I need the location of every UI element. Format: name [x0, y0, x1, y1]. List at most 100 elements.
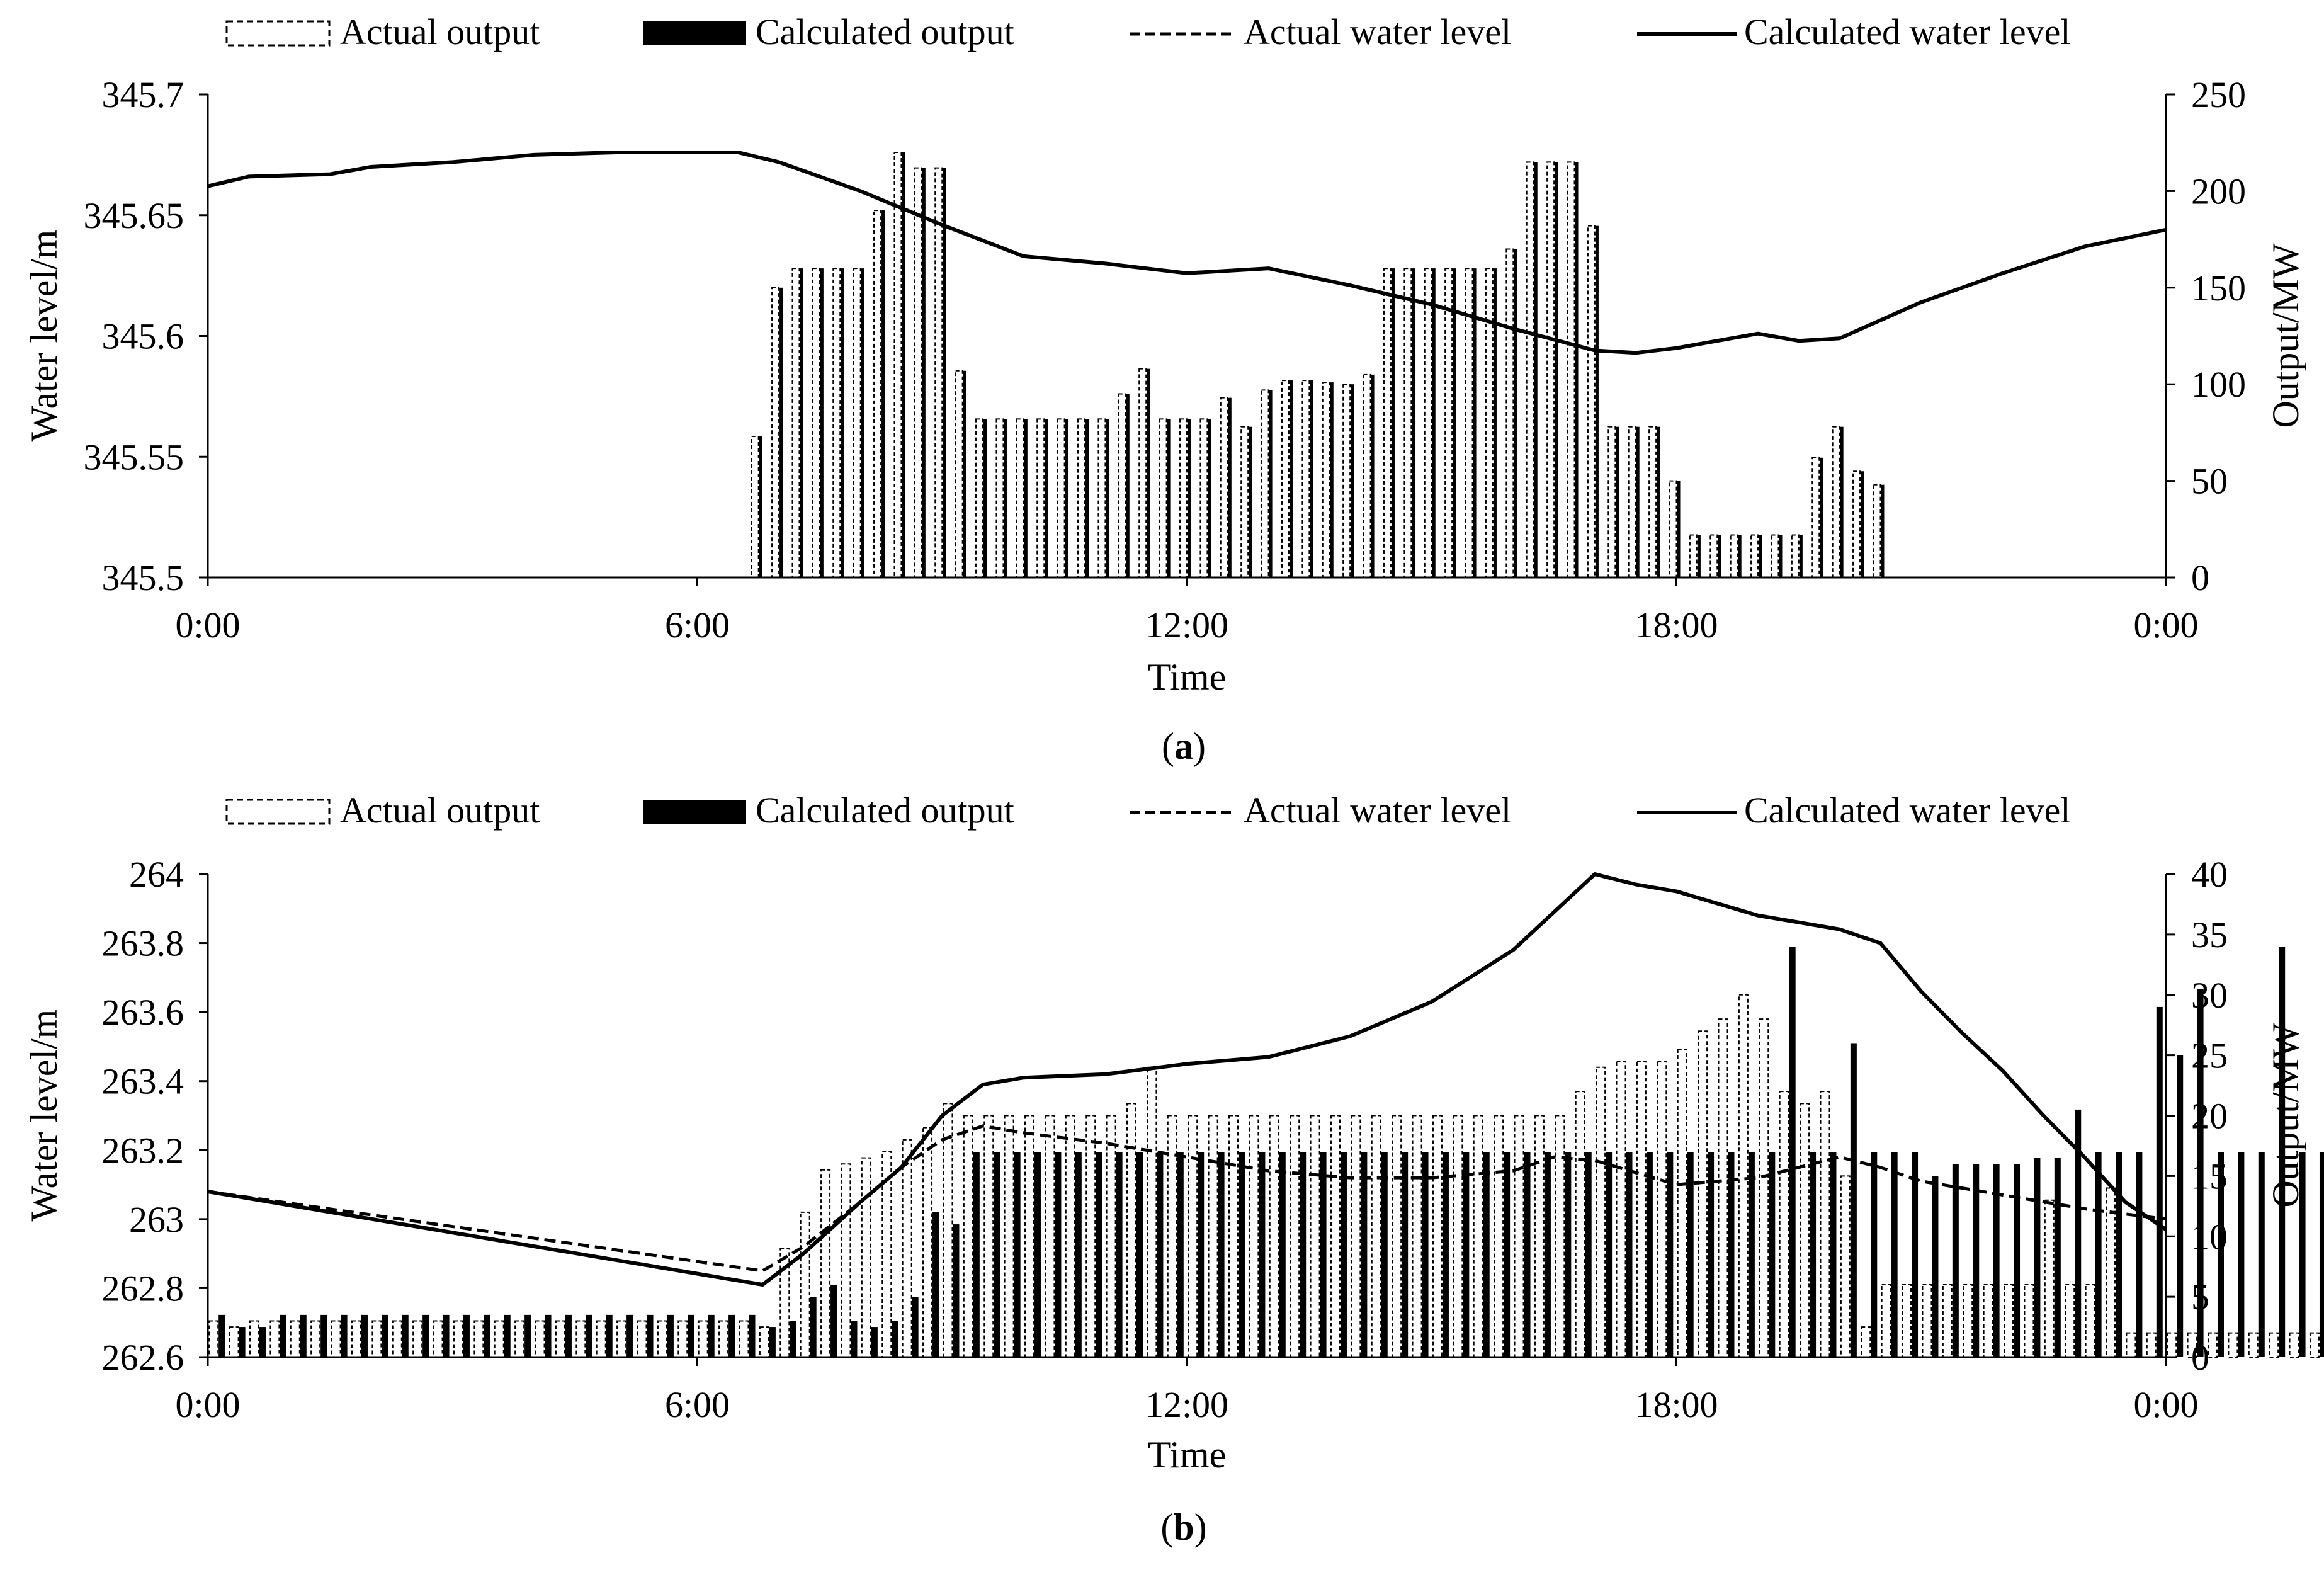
bar-calculated-output: [2197, 989, 2204, 1357]
x-tick-label: 6:00: [665, 605, 730, 646]
bar-actual-output: [331, 1320, 341, 1358]
bar-actual-output: [514, 1320, 525, 1358]
bar-calculated-output: [1565, 1152, 1572, 1357]
bar-calculated-output: [983, 419, 987, 577]
bar-actual-output: [1281, 380, 1290, 579]
y-tick-label-left: 263: [129, 1199, 184, 1240]
bar-calculated-output: [1677, 481, 1681, 577]
bar-actual-output: [1383, 268, 1392, 578]
bar-actual-output: [596, 1320, 606, 1358]
legend-label: Calculated output: [756, 790, 1014, 831]
bar-calculated-output: [1218, 1152, 1225, 1357]
bar-calculated-output: [1157, 1152, 1164, 1357]
bar-actual-output: [1016, 418, 1024, 579]
bar-calculated-output: [1595, 225, 1599, 577]
bar-actual-output: [2289, 1332, 2299, 1358]
bar-calculated-output: [361, 1314, 368, 1357]
bar-calculated-output: [1473, 268, 1477, 577]
x-tick-label: 12:00: [1145, 605, 1228, 646]
bar-calculated-output: [2034, 1158, 2041, 1357]
bar-calculated-output: [1014, 1152, 1021, 1357]
ticks-a: 0:00 6:00 12:00 18:00 0:00 345.5 345.55 345.6 34…: [84, 74, 2247, 646]
y-axis-label-left-a: Water level/m: [23, 230, 65, 442]
bar-calculated-output: [1493, 268, 1497, 577]
bar-calculated-output: [524, 1314, 531, 1357]
y-tick-label-right: 5: [2191, 1277, 2209, 1317]
bar-actual-output: [310, 1320, 321, 1358]
bar-calculated-output: [1748, 1152, 1755, 1357]
bar-calculated-output: [1249, 426, 1252, 577]
bar-actual-output: [1097, 418, 1106, 579]
bar-calculated-output: [484, 1314, 490, 1357]
bar-actual-output: [820, 1169, 831, 1358]
bar-calculated-output: [1514, 249, 1517, 577]
y-tick-label-left: 263.6: [102, 992, 184, 1033]
bar-actual-output: [677, 1320, 688, 1358]
bar-actual-output: [2085, 1283, 2095, 1358]
y-axis-label-right-b: Output/MW: [2265, 1023, 2306, 1208]
bar-calculated-output: [1891, 1152, 1898, 1357]
legend-b: Actual output Calculated output Actual w…: [225, 790, 2071, 831]
bar-actual-output: [791, 268, 800, 578]
bar-calculated-output: [647, 1314, 654, 1357]
bar-calculated-output: [1238, 1152, 1245, 1357]
bar-actual-output: [832, 268, 841, 578]
bar-actual-output: [1942, 1283, 1953, 1358]
bar-calculated-output: [626, 1314, 633, 1357]
bar-calculated-output: [1616, 426, 1619, 577]
legend-item-actual-output: Actual output: [225, 11, 540, 52]
x-tick-label: 0:00: [175, 605, 240, 646]
bar-calculated-output: [1606, 1152, 1613, 1357]
bar-calculated-output: [1820, 457, 1823, 577]
bar-actual-output: [208, 1320, 219, 1358]
x-axis-label-a: Time: [1148, 656, 1227, 698]
lines-a: [207, 151, 2167, 355]
bar-actual-output: [392, 1320, 402, 1358]
bar-calculated-output: [1432, 268, 1436, 577]
bar-actual-output: [1698, 1030, 1708, 1358]
bar-calculated-output: [1830, 1152, 1837, 1357]
bar-calculated-output: [1116, 1152, 1123, 1357]
bar-actual-output: [1738, 994, 1749, 1358]
bar-calculated-output: [1799, 535, 1803, 577]
bar-calculated-output: [1004, 419, 1007, 577]
legend-a: Actual output Calculated output Actual w…: [225, 11, 2071, 52]
bar-calculated-output: [1657, 426, 1660, 577]
y-tick-label-right: 0: [2191, 1337, 2209, 1378]
bar-calculated-output: [545, 1314, 552, 1357]
bar-calculated-output: [1932, 1176, 1939, 1357]
bar-calculated-output: [1708, 1152, 1715, 1357]
bar-calculated-output: [1463, 1152, 1470, 1357]
bar-calculated-output: [994, 1152, 1000, 1357]
bar-calculated-output: [1361, 1152, 1368, 1357]
bar-calculated-output: [1381, 1152, 1388, 1357]
bar-actual-output: [975, 418, 984, 579]
bar-calculated-output: [779, 287, 783, 577]
bar-actual-output: [1546, 161, 1555, 578]
y-tick-label-left: 262.6: [102, 1337, 184, 1378]
bar-actual-output: [1811, 457, 1820, 578]
bar-calculated-output: [1300, 1152, 1307, 1357]
legend-label: Calculated water level: [1744, 790, 2071, 831]
bar-actual-output: [853, 268, 861, 578]
bar-calculated-output: [1769, 1152, 1776, 1357]
bar-calculated-output: [1279, 1152, 1286, 1357]
bar-calculated-output: [1259, 1152, 1266, 1357]
bar-calculated-output: [1167, 419, 1171, 577]
bar-actual-output: [575, 1320, 586, 1358]
bar-actual-output: [535, 1320, 545, 1358]
bar-actual-output: [812, 268, 820, 578]
x-tick-label: 0:00: [175, 1384, 240, 1425]
y-tick-label-right: 0: [2191, 557, 2209, 598]
x-tick-label: 0:00: [2133, 605, 2198, 646]
bar-calculated-output: [382, 1314, 388, 1357]
bar-calculated-output: [1687, 1152, 1694, 1357]
bar-actual-output: [351, 1320, 361, 1358]
line-calculated-water-level: [207, 151, 2167, 355]
bar-calculated-output: [1585, 1152, 1592, 1357]
bar-calculated-output: [1861, 471, 1864, 577]
bar-actual-output: [1526, 161, 1534, 578]
bar-calculated-output: [1310, 380, 1313, 577]
bar-calculated-output: [1351, 384, 1354, 577]
